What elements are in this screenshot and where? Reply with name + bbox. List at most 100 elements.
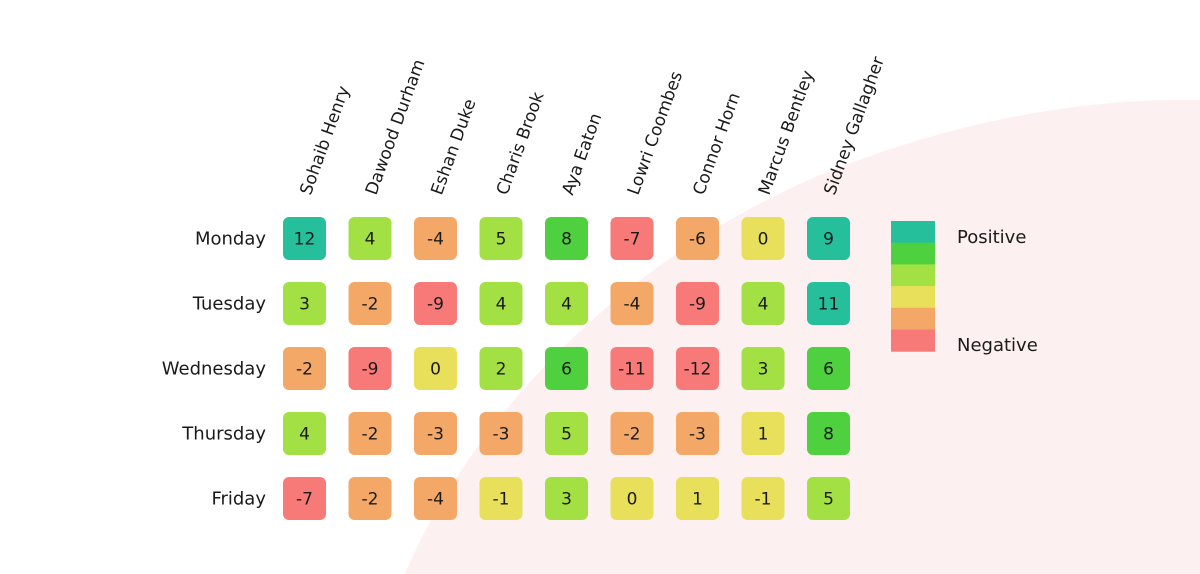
- heatmap-cell: 11: [807, 282, 850, 325]
- cell-value: -3: [689, 425, 706, 445]
- cell-value: -7: [624, 230, 641, 250]
- heatmap-cell: -4: [414, 217, 457, 260]
- cell-rect: [348, 412, 392, 455]
- cell-rect: [545, 282, 588, 325]
- cell-value: 11: [818, 295, 840, 315]
- column-label: Lowri Coombes: [624, 69, 687, 198]
- cell-rect: [545, 347, 588, 390]
- column-label: Sidney Gallagher: [820, 54, 889, 198]
- cell-rect: [545, 217, 588, 260]
- cell-rect: [414, 217, 457, 260]
- cell-rect: [348, 217, 392, 260]
- cell-rect: [283, 477, 326, 520]
- cell-rect: [414, 477, 457, 520]
- cell-value: -2: [624, 425, 641, 445]
- heatmap-cell: -4: [610, 282, 654, 325]
- heatmap-cell: -9: [348, 347, 392, 390]
- cell-rect: [741, 217, 785, 260]
- cell-rect: [283, 282, 326, 325]
- cell-rect: [676, 282, 719, 325]
- cell-rect: [610, 477, 654, 520]
- legend-swatch: [891, 286, 935, 309]
- heatmap-cell: 8: [807, 412, 850, 455]
- cell-value: 6: [823, 360, 834, 380]
- cell-value: 6: [561, 360, 572, 380]
- legend-swatch: [891, 242, 935, 265]
- legend: Positive Negative: [891, 221, 1038, 356]
- cell-rect: [807, 477, 850, 520]
- heatmap-cell: -6: [676, 217, 719, 260]
- legend-positive-label: Positive: [957, 227, 1026, 248]
- heatmap-cell: 5: [545, 412, 588, 455]
- cell-value: -2: [362, 490, 379, 510]
- column-label: Sohaib Henry: [296, 83, 354, 197]
- cell-value: -1: [493, 490, 510, 510]
- cell-rect: [283, 412, 326, 455]
- heatmap-cell: 9: [807, 217, 850, 260]
- heatmap-cell: 3: [283, 282, 326, 325]
- heatmap-cell: -3: [414, 412, 457, 455]
- heatmap-cell: 4: [283, 412, 326, 455]
- cell-value: -9: [427, 295, 444, 315]
- heatmap-cell: 5: [479, 217, 523, 260]
- heatmap-cell: 12: [283, 217, 326, 260]
- cell-value: -11: [618, 360, 646, 380]
- heatmap-cell: 4: [741, 282, 785, 325]
- heatmap-cell: -1: [479, 477, 523, 520]
- cell-value: 12: [294, 230, 316, 250]
- heatmap-cell: -2: [610, 412, 654, 455]
- cell-rect: [610, 347, 654, 390]
- legend-swatch: [891, 329, 935, 352]
- legend-swatch: [891, 264, 935, 287]
- cell-rect: [676, 412, 719, 455]
- cell-rect: [610, 217, 654, 260]
- heatmap-cell: -4: [414, 477, 457, 520]
- legend-swatch: [891, 307, 935, 330]
- row-label: Monday: [195, 229, 266, 250]
- heatmap-cell: 3: [545, 477, 588, 520]
- column-label: Connor Horn: [689, 90, 744, 198]
- heatmap-cell: -3: [676, 412, 719, 455]
- heatmap-cell: 6: [545, 347, 588, 390]
- cell-value: 5: [496, 230, 507, 250]
- cell-value: 4: [496, 295, 507, 315]
- cell-rect: [676, 217, 719, 260]
- heatmap-cell: -1: [741, 477, 785, 520]
- cell-value: 0: [758, 230, 769, 250]
- cell-rect: [610, 282, 654, 325]
- column-label: Marcus Bentley: [755, 68, 819, 198]
- cell-value: -2: [296, 360, 313, 380]
- heatmap-cell: 0: [610, 477, 654, 520]
- heatmap-cell: 3: [741, 347, 785, 390]
- heatmap-cell: -2: [348, 282, 392, 325]
- cell-rect: [479, 217, 523, 260]
- cell-value: 0: [627, 490, 638, 510]
- cell-value: 4: [561, 295, 572, 315]
- column-label: Charis Brook: [493, 89, 549, 197]
- cell-value: 3: [299, 295, 310, 315]
- heatmap-cell: -2: [348, 412, 392, 455]
- column-label: Dawood Durham: [362, 57, 430, 198]
- heatmap-cell: -9: [414, 282, 457, 325]
- cell-rect: [283, 217, 326, 260]
- cell-rect: [348, 347, 392, 390]
- cell-rect: [414, 412, 457, 455]
- cell-rect: [741, 412, 785, 455]
- cell-value: -6: [689, 230, 706, 250]
- row-label: Wednesday: [162, 359, 267, 380]
- cell-value: -4: [427, 230, 444, 250]
- cell-value: 5: [823, 490, 834, 510]
- cell-value: 1: [692, 490, 703, 510]
- cell-rect: [479, 412, 523, 455]
- cell-value: 0: [430, 360, 441, 380]
- heatmap-cell: -7: [610, 217, 654, 260]
- cell-rect: [545, 412, 588, 455]
- cell-value: -2: [362, 425, 379, 445]
- cell-value: -3: [427, 425, 444, 445]
- cell-rect: [414, 347, 457, 390]
- heatmap-cells: 12 4 -4 5 8 -7 -6 0 93 -2 -9 4 4 -4 -9 4 11-2 -9 0 2 6 -11 -12…: [283, 217, 850, 520]
- cell-rect: [479, 347, 523, 390]
- cell-value: -12: [684, 360, 712, 380]
- heatmap-cell: 4: [545, 282, 588, 325]
- legend-negative-label: Negative: [957, 335, 1038, 356]
